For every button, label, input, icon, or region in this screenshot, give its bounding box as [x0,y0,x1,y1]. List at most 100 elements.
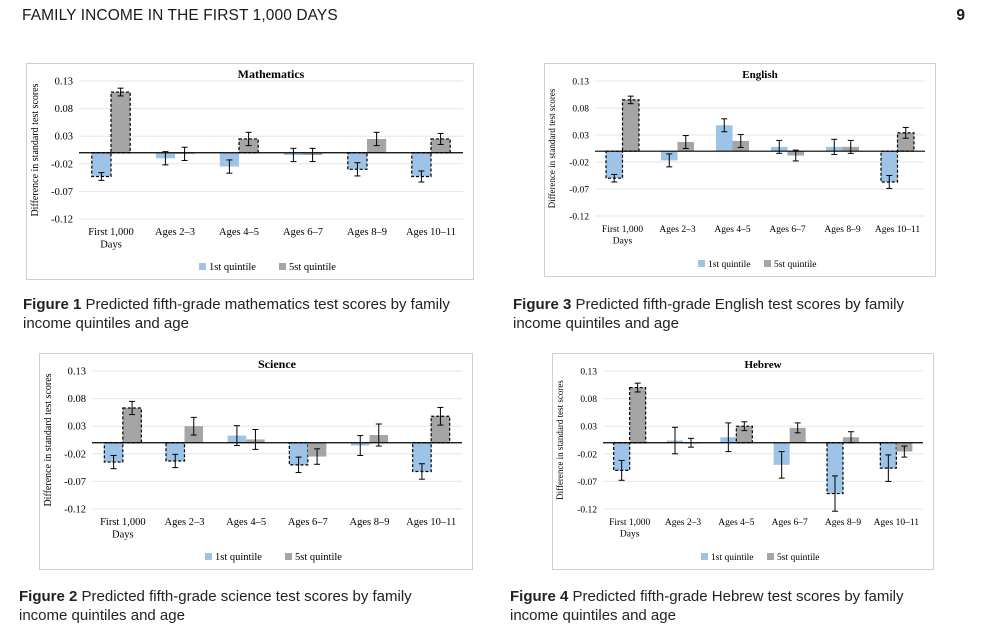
chart-science: Science 0.13 0.08 0.03 -0.02 -0.07 -0.12 Differ… [39,353,473,570]
figure-3-label: Figure 3 [513,296,572,313]
legend-swatch-q5 [764,260,771,267]
chart-title: Hebrew [744,359,781,371]
bar-q5-first-1-000-days [110,91,131,154]
bar-q5-ages-10-11 [430,415,451,444]
y-tick-label: -0.02 [577,450,597,460]
legend-label-q1: 1st quintile [711,553,754,563]
y-axis-label: Difference in standard test scores [547,88,557,208]
bar-q5-first-1-000-days [621,99,640,152]
error-bar-q1-ages-8-9 [354,162,361,177]
legend-swatch-q5 [767,553,774,560]
error-bar-q1-ages-10-11 [885,454,892,482]
chart-svg: English 0.13 0.08 0.03 -0.02 -0.07 -0.12 Differ… [547,69,925,270]
x-tick-label: Ages 10–11 [406,517,456,528]
legend-label-q5: 5st quintile [289,262,336,273]
error-bar-q1-first-1-000-days [618,459,625,481]
y-tick-label: -0.07 [64,477,86,488]
y-tick-label: -0.02 [51,159,73,170]
error-bar-q1-ages-4-5 [721,118,728,133]
figure-4-label: Figure 4 [510,588,569,605]
x-tick-label: Ages 2–3 [665,518,701,528]
y-tick-label: 0.03 [68,422,86,433]
x-tick-label: Ages 2–3 [155,227,195,238]
legend-label-q5: 5st quintile [777,553,820,563]
error-bar-q1-ages-6-7 [295,456,302,474]
error-bar-q5-ages-2-3 [682,135,689,149]
chart-svg: Mathematics 0.13 0.08 0.03 -0.02 -0.07 -0.12 Di… [30,67,463,273]
y-tick-label: -0.12 [577,506,597,516]
legend: 1st quintile 5st quintile [205,552,342,563]
y-tick-label: 0.13 [68,367,86,378]
bar-q1-ages-4-5 [716,125,733,152]
x-tick-label: Ages 8–9 [350,517,390,528]
error-bar-q1-ages-2-3 [666,153,673,168]
error-bar-q1-ages-2-3 [172,453,179,469]
error-bar-q5-first-1-000-days [117,87,124,97]
x-tick-label: First 1,000 Days [100,517,146,541]
y-tick-label: 0.08 [55,104,73,115]
report-title: FAMILY INCOME IN THE FIRST 1,000 DAYS [22,7,338,24]
error-bar-q5-ages-2-3 [181,146,188,161]
y-tick-label: 0.03 [580,423,597,433]
page-number: 9 [956,7,965,24]
error-bar-q5-first-1-000-days [129,400,136,416]
error-bar-q5-ages-4-5 [737,133,744,148]
x-tick-label: Ages 8–9 [825,518,861,528]
error-bar-q5-ages-6-7 [792,149,799,162]
error-bar-q5-ages-4-5 [741,421,748,432]
y-tick-label: 0.13 [55,77,73,88]
legend-swatch-q1 [205,553,212,560]
x-tick-label: Ages 4–5 [714,225,750,235]
figure-1-label: Figure 1 [23,296,82,313]
figure-3-caption: Figure 3 Predicted fifth-grade English t… [513,295,953,333]
figure-4-text: Predicted fifth-grade Hebrew test scores… [510,588,904,624]
x-tick-label: Ages 4–5 [718,518,754,528]
error-bar-q1-ages-6-7 [778,451,785,479]
error-bar-q1-first-1-000-days [110,454,117,470]
x-tick-label: Ages 6–7 [772,518,808,528]
error-bar-q1-ages-10-11 [886,175,893,189]
legend-swatch-q1 [199,263,206,270]
y-axis-label: Difference in standard test scores [30,83,41,216]
y-tick-label: 0.13 [580,368,597,378]
error-bar-q5-ages-6-7 [794,422,801,434]
chart-title: Science [258,357,297,371]
x-tick-label: Ages 10–11 [406,227,456,238]
x-tick-label: Ages 4–5 [219,227,259,238]
y-tick-label: 0.08 [572,105,589,115]
y-axis-label: Difference in standard test scores [43,373,54,506]
error-bar-q1-ages-4-5 [725,422,732,453]
legend-swatch-q1 [698,260,705,267]
legend: 1st quintile 5st quintile [701,553,820,563]
error-bar-q5-ages-8-9 [373,131,380,147]
error-bar-q1-first-1-000-days [98,172,105,181]
x-tick-label: First 1,000 Days [88,227,134,251]
x-tick-label: Ages 2–3 [659,225,695,235]
chart-hebrew: Hebrew 0.13 0.08 0.03 -0.02 -0.07 -0.12 Differe… [552,353,934,570]
error-bar-q1-ages-8-9 [831,138,838,155]
y-tick-label: -0.12 [51,215,73,226]
legend: 1st quintile 5st quintile [698,260,817,270]
y-tick-label: -0.07 [577,478,597,488]
error-bar-q1-ages-10-11 [418,463,425,480]
error-bar-q1-ages-10-11 [418,170,425,183]
error-bar-q5-ages-6-7 [309,147,316,163]
chart-english: English 0.13 0.08 0.03 -0.02 -0.07 -0.12 Differ… [544,63,936,277]
error-bar-q1-ages-6-7 [290,147,297,163]
chart-title: Mathematics [238,67,305,81]
legend-label-q5: 5st quintile [295,552,342,563]
legend-label-q1: 1st quintile [209,262,256,273]
y-tick-label: -0.12 [64,505,86,516]
error-bar-q5-ages-10-11 [902,126,909,139]
error-bar-q5-ages-6-7 [314,448,321,465]
bar-q1-ages-6-7 [288,442,309,466]
error-bar-q1-ages-4-5 [226,159,233,174]
x-tick-label: Ages 10–11 [875,225,921,235]
bar-q5-ages-6-7 [789,427,806,443]
legend-swatch-q5 [279,263,286,270]
error-bar-q5-first-1-000-days [634,382,641,393]
legend-label-q5: 5st quintile [774,260,817,270]
x-tick-label: Ages 8–9 [824,225,860,235]
chart-mathematics: Mathematics 0.13 0.08 0.03 -0.02 -0.07 -0.12 Di… [26,63,474,280]
error-bar-q5-ages-10-11 [437,406,444,426]
